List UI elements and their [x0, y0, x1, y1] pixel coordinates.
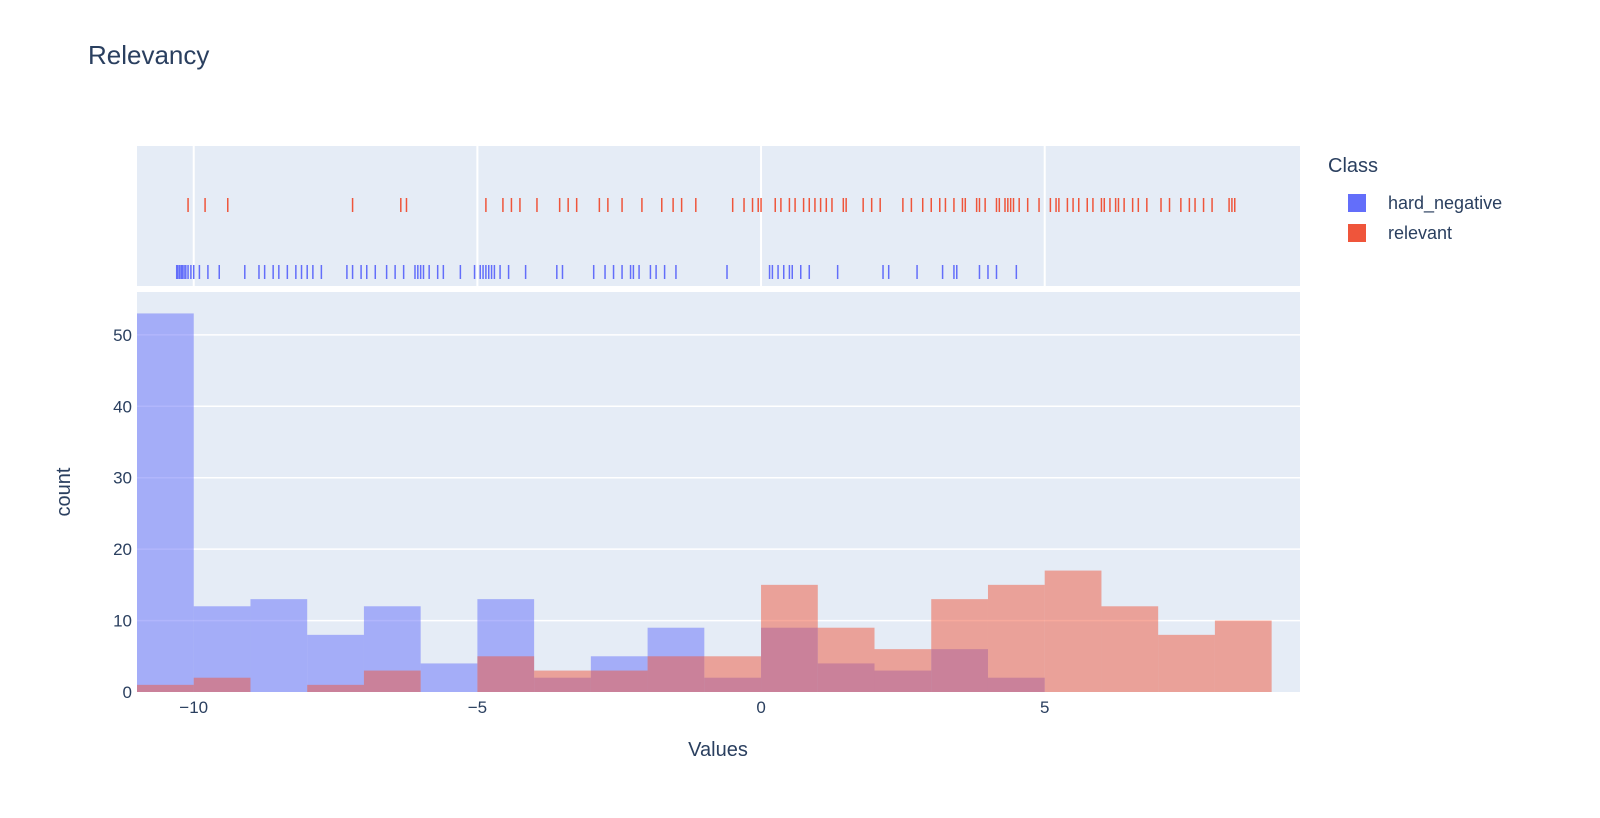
y-tick-label: 20: [113, 540, 132, 559]
bar-relevant: [307, 684, 364, 692]
bar-relevant: [1158, 634, 1215, 692]
bar-relevant: [534, 670, 591, 692]
x-tick-label: −5: [468, 698, 487, 717]
bar-relevant: [704, 656, 762, 692]
legend-item-relevant[interactable]: relevant: [1328, 218, 1502, 248]
bar-relevant: [874, 649, 932, 692]
bar-relevant: [1044, 570, 1102, 692]
y-tick-label: 30: [113, 469, 132, 488]
y-tick-labels: 0 10 20 30 40 50: [113, 326, 132, 702]
x-tick-label: 5: [1040, 698, 1049, 717]
legend: Class hard_negative relevant: [1328, 155, 1502, 248]
bar-hard_negative: [307, 634, 364, 692]
legend-label: relevant: [1388, 222, 1453, 243]
y-axis-title: count: [53, 467, 75, 516]
y-tick-label: 40: [113, 397, 132, 416]
chart-title: Relevancy: [88, 40, 210, 70]
bar-relevant: [590, 670, 648, 692]
x-tick-label: −10: [179, 698, 208, 717]
bar-relevant: [363, 670, 421, 692]
bar-relevant: [987, 584, 1045, 692]
legend-swatch: [1348, 224, 1366, 242]
x-axis-title: Values: [688, 739, 748, 761]
bar-relevant: [647, 656, 705, 692]
bar-relevant: [477, 656, 535, 692]
y-tick-label: 10: [113, 612, 132, 631]
histogram-bars: [137, 313, 1272, 692]
bar-relevant: [761, 584, 818, 692]
rug-marks: [175, 198, 1236, 279]
x-tick-labels: −10 −5 0 5: [179, 698, 1049, 717]
bar-relevant: [931, 599, 988, 692]
legend-label: hard_negative: [1388, 192, 1503, 213]
legend-swatch: [1348, 194, 1366, 212]
bar-relevant: [817, 627, 875, 692]
bar-relevant: [1214, 620, 1272, 692]
bar-relevant: [193, 677, 251, 692]
legend-item-hard-negative[interactable]: hard_negative: [1328, 188, 1502, 218]
y-tick-label: 50: [113, 326, 132, 345]
bar-hard_negative: [250, 599, 308, 692]
legend-title: Class: [1328, 155, 1379, 177]
bar-hard_negative: [137, 313, 194, 692]
rug-plot-background: [137, 146, 1300, 286]
gridlines: [137, 146, 1300, 622]
bar-relevant: [137, 684, 194, 692]
y-tick-label: 0: [123, 683, 132, 702]
bar-hard_negative: [420, 663, 478, 692]
x-tick-label: 0: [756, 698, 765, 717]
bar-relevant: [1101, 606, 1159, 692]
